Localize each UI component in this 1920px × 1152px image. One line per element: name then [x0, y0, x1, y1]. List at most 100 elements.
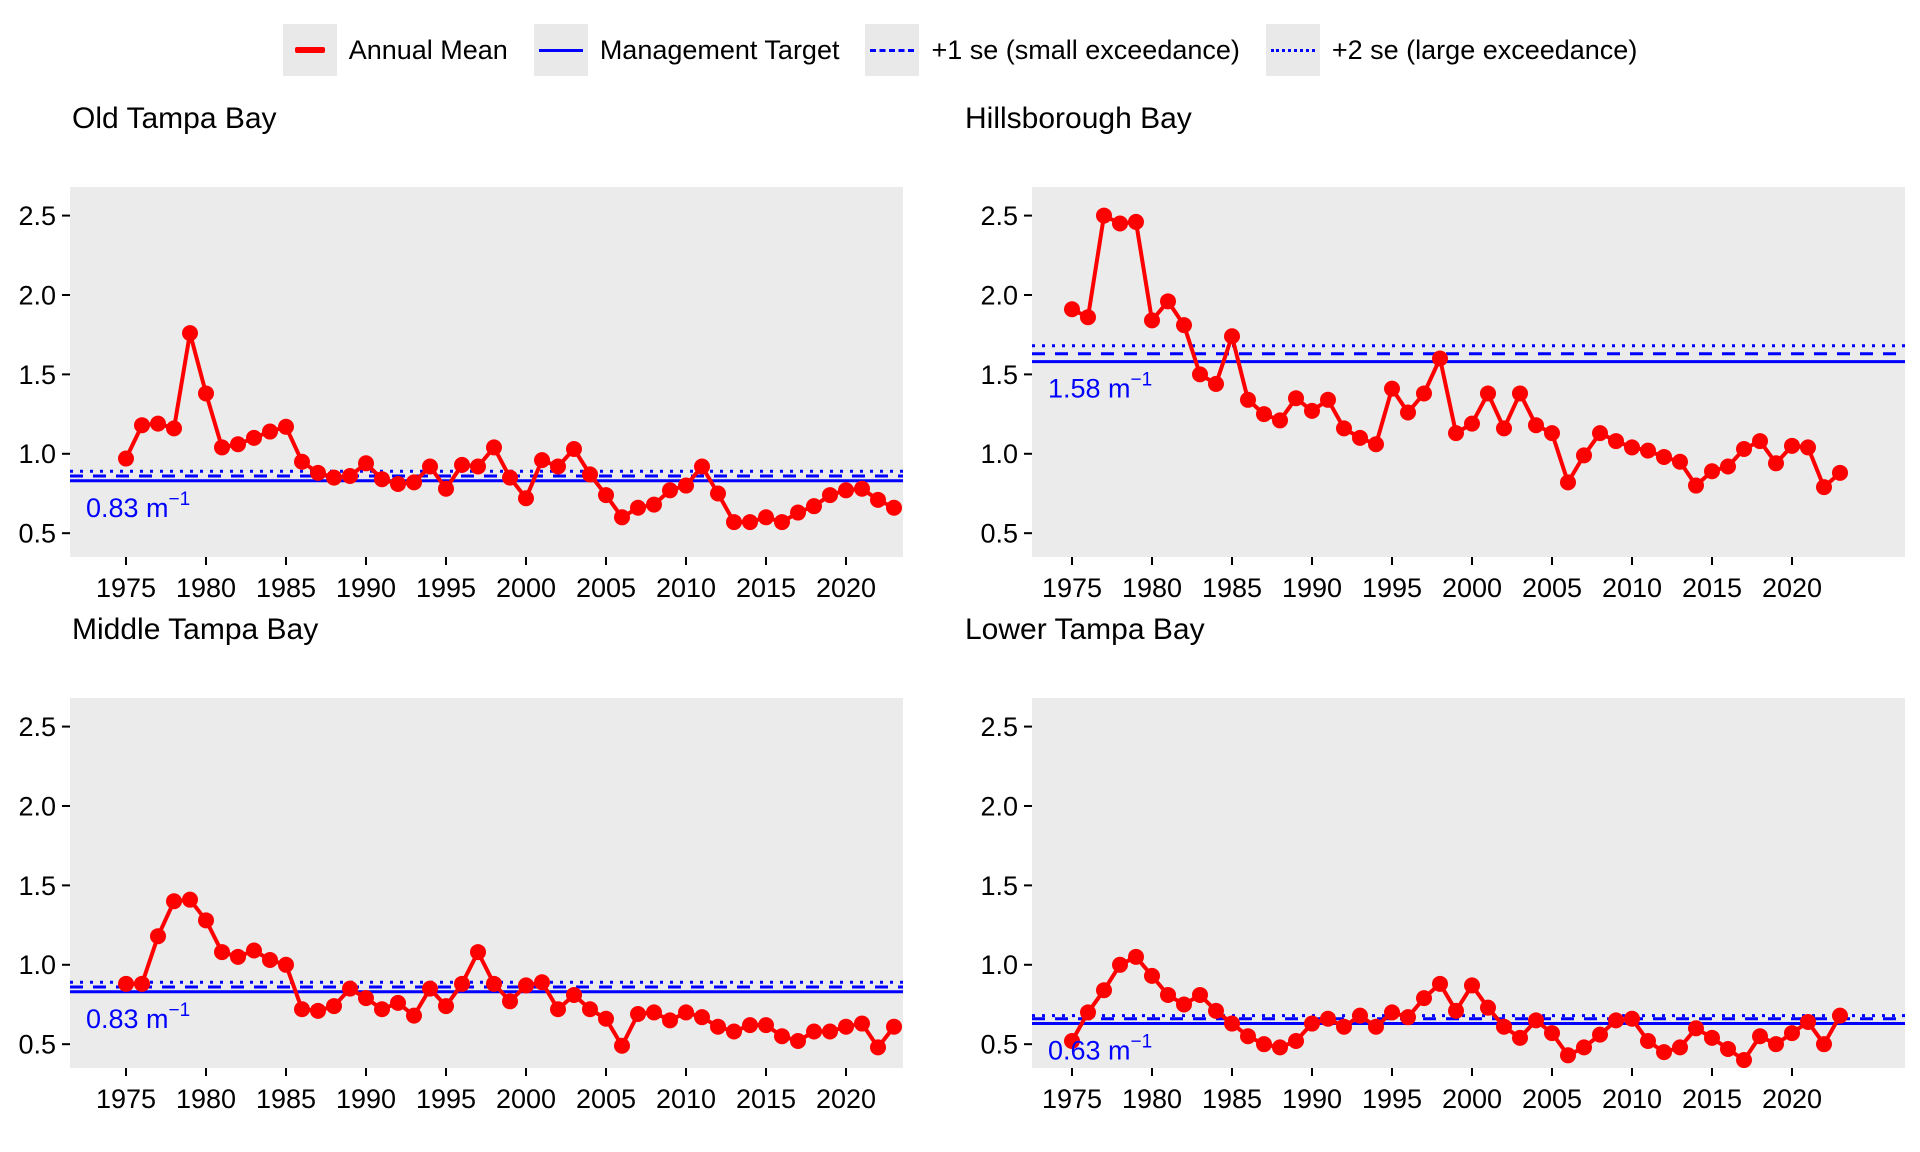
- annual-mean-point: [822, 1023, 838, 1040]
- annual-mean-point: [582, 1001, 598, 1018]
- annual-mean-point: [1656, 1044, 1672, 1061]
- annual-mean-point: [438, 480, 454, 497]
- annual-mean-point: [742, 514, 758, 531]
- annual-mean-point: [1736, 441, 1752, 458]
- y-tick-label: 1.0: [18, 439, 56, 469]
- annual-mean-point: [1288, 390, 1304, 407]
- annual-mean-point: [1640, 442, 1656, 459]
- annual-mean-point: [198, 385, 214, 402]
- annual-mean-point: [1736, 1052, 1752, 1069]
- annual-mean-point: [1320, 1010, 1336, 1027]
- annual-mean-point: [1096, 982, 1112, 999]
- annual-mean-point: [166, 420, 182, 437]
- annual-mean-point: [1480, 999, 1496, 1016]
- x-tick-label: 1985: [256, 1084, 316, 1114]
- y-tick-label: 2.5: [18, 712, 56, 742]
- annual-mean-point: [710, 1018, 726, 1035]
- annual-mean-point: [406, 474, 422, 491]
- annual-mean-point: [1336, 1018, 1352, 1035]
- annual-mean-point: [1592, 1026, 1608, 1043]
- annual-mean-point: [1256, 406, 1272, 423]
- annual-mean-point: [1304, 402, 1320, 419]
- annual-mean-point: [502, 993, 518, 1010]
- annual-mean-point: [886, 499, 902, 516]
- annual-mean-point: [1384, 380, 1400, 397]
- annual-mean-point: [1512, 385, 1528, 402]
- annual-mean-point: [1752, 1028, 1768, 1045]
- y-tick-label: 1.0: [18, 950, 56, 980]
- annual-mean-point: [246, 942, 262, 959]
- plus2se-dotted-line-key-icon: [1265, 24, 1320, 76]
- x-tick-label: 1985: [256, 573, 316, 603]
- annual-mean-point: [342, 468, 358, 485]
- annual-mean-point: [422, 980, 438, 997]
- annual-mean-point: [342, 980, 358, 997]
- annual-mean-point: [502, 469, 518, 486]
- x-tick-label: 1990: [1282, 1084, 1342, 1114]
- x-tick-label: 2010: [656, 1084, 716, 1114]
- x-tick-label: 1975: [96, 573, 156, 603]
- annual-mean-point: [870, 1039, 886, 1056]
- annual-mean-point: [1096, 207, 1112, 224]
- annual-mean-point: [774, 514, 790, 531]
- y-tick-label: 0.5: [980, 519, 1018, 549]
- annual-mean-point: [646, 496, 662, 513]
- chart-hillsborough-bay: 0.5 1.0 1.5 2.0 2.5 1975 1980 1985 1990 1995 2000 2…: [980, 187, 1905, 603]
- annual-mean-point: [1272, 412, 1288, 429]
- annual-mean-point: [518, 490, 534, 507]
- x-tick-label: 1980: [1122, 573, 1182, 603]
- annual-mean-point: [310, 1002, 326, 1019]
- annual-mean-point: [742, 1017, 758, 1034]
- x-tick-label: 1980: [176, 1084, 236, 1114]
- annual-mean-point: [1768, 455, 1784, 472]
- x-tick-label: 2010: [1602, 1084, 1662, 1114]
- panel-title-hillsborough-bay: Hillsborough Bay: [965, 102, 1192, 135]
- annual-mean-point: [1192, 986, 1208, 1003]
- annual-mean-point: [550, 458, 566, 475]
- legend-item-annual-mean: Annual Mean: [282, 24, 508, 76]
- annual-mean-point: [1112, 215, 1128, 232]
- y-tick-label: 1.5: [980, 871, 1018, 901]
- annual-mean-point: [710, 485, 726, 502]
- y-tick-label: 2.5: [980, 201, 1018, 231]
- annual-mean-point: [182, 891, 198, 908]
- annual-mean-point: [1512, 1029, 1528, 1046]
- annual-mean-point: [358, 990, 374, 1007]
- annual-mean-point: [1800, 1013, 1816, 1030]
- x-tick-label: 2020: [816, 1084, 876, 1114]
- y-tick-label: 1.5: [18, 871, 56, 901]
- annual-mean-point: [1432, 975, 1448, 992]
- annual-mean-point: [1224, 1015, 1240, 1032]
- annual-mean-point: [182, 325, 198, 342]
- annual-mean-point: [1576, 1039, 1592, 1056]
- annual-mean-point: [1544, 425, 1560, 442]
- annual-mean-point: [1832, 464, 1848, 481]
- annual-mean-point: [758, 1017, 774, 1034]
- annual-mean-point: [790, 1033, 806, 1050]
- annual-mean-point: [278, 956, 294, 973]
- y-tick-label: 1.5: [980, 360, 1018, 390]
- annual-mean-point: [598, 1010, 614, 1027]
- legend-label-management-target: Management Target: [599, 34, 840, 65]
- annual-mean-point: [790, 504, 806, 521]
- y-tick-label: 1.0: [980, 950, 1018, 980]
- y-tick-label: 0.5: [18, 519, 56, 549]
- annual-mean-point: [534, 452, 550, 469]
- annual-mean-point: [166, 893, 182, 910]
- annual-mean-point: [230, 436, 246, 453]
- legend-label-plus1se: +1 se (small exceedance): [931, 34, 1240, 65]
- annual-mean-point: [758, 509, 774, 526]
- x-tick-label: 2020: [1762, 573, 1822, 603]
- annual-mean-point: [134, 417, 150, 434]
- annual-mean-point: [1640, 1033, 1656, 1050]
- x-tick-label: 2015: [736, 573, 796, 603]
- annual-mean-point: [326, 469, 342, 486]
- annual-mean-point: [454, 456, 470, 473]
- annual-mean-point: [550, 1001, 566, 1018]
- annual-mean-point: [1352, 1007, 1368, 1024]
- x-tick-label: 2015: [736, 1084, 796, 1114]
- legend-label-annual-mean: Annual Mean: [348, 34, 508, 65]
- y-tick-label: 2.0: [980, 280, 1018, 310]
- annual-mean-point: [1672, 453, 1688, 470]
- annual-mean-point: [1368, 436, 1384, 453]
